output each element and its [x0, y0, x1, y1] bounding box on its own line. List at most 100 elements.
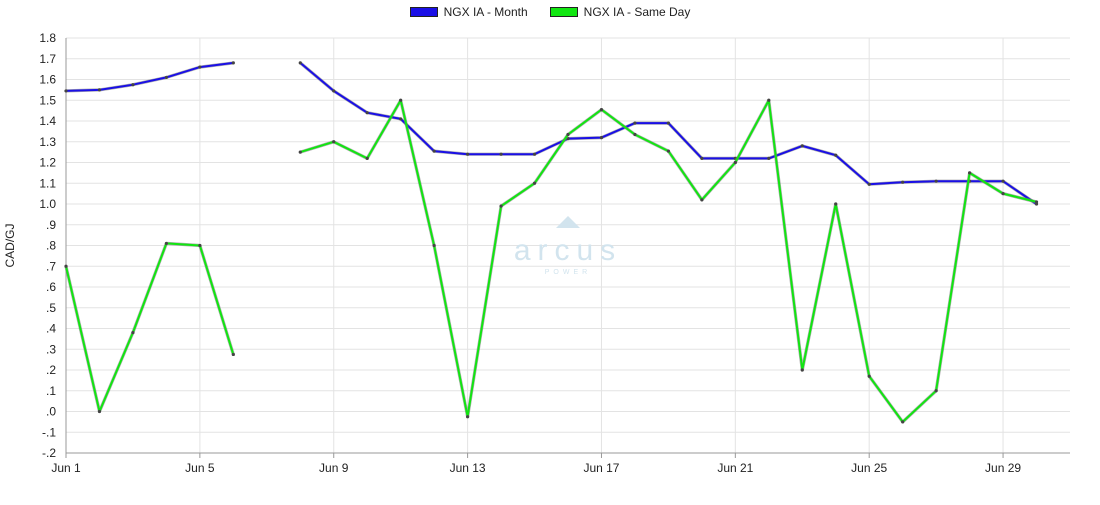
series-2-point [599, 107, 604, 112]
series-2-point [1001, 192, 1005, 196]
y-tick-label: 1.2 [39, 156, 56, 170]
y-tick-label: .3 [46, 342, 56, 356]
series-2-point [800, 368, 804, 372]
y-tick-label: .2 [46, 363, 56, 377]
y-tick-label: .7 [46, 259, 56, 273]
y-tick-label: 1.1 [39, 176, 56, 190]
y-tick-label: .4 [46, 322, 56, 336]
y-tick-label: -.2 [42, 446, 56, 460]
series-2-point [566, 132, 570, 137]
series-line-1 [65, 61, 234, 92]
series-1-point [432, 149, 436, 153]
series-2-point [934, 389, 938, 393]
series-2-point [466, 415, 470, 419]
series-1-point [131, 83, 135, 87]
x-tick-label: Jun 17 [583, 461, 619, 475]
series-2-point [968, 171, 972, 175]
series-1-point [700, 156, 704, 160]
series-1-point [64, 89, 68, 93]
series-2-point [666, 149, 671, 153]
y-tick-label: .9 [46, 218, 56, 232]
series-2-point [1034, 200, 1039, 204]
x-tick-label: Jun 13 [450, 461, 486, 475]
series-2-point [97, 409, 102, 414]
x-tick-label: Jun 21 [717, 461, 753, 475]
series-1-point [399, 117, 403, 121]
series-2-point [298, 150, 302, 154]
series-2-point [867, 374, 871, 378]
y-tick-label: .1 [46, 384, 56, 398]
series-2-point [64, 264, 68, 268]
y-tick-label: .5 [46, 301, 56, 315]
series-1-point [633, 121, 637, 125]
series-2-point [432, 243, 436, 248]
legend-item[interactable]: NGX IA - Same Day [549, 5, 691, 19]
y-tick-label: 1.4 [39, 114, 56, 128]
y-tick-label: 1.6 [39, 73, 56, 87]
series-line-2 [65, 242, 235, 413]
series-2-point [499, 204, 503, 208]
series-1-point [198, 65, 202, 69]
y-tick-label: .8 [46, 239, 56, 253]
series-1-point [298, 61, 302, 65]
watermark-brand: arcus [514, 234, 622, 267]
watermark-logo-icon [556, 216, 580, 228]
legend: NGX IA - Month NGX IA - Same Day [0, 5, 1100, 19]
x-tick-label: Jun 29 [985, 461, 1021, 475]
legend-swatch [549, 7, 578, 17]
series-1-point [164, 75, 168, 80]
series-2-point [198, 243, 202, 248]
series-2-point [365, 156, 369, 160]
legend-item[interactable]: NGX IA - Month [409, 5, 528, 19]
series-2-point [901, 420, 905, 424]
series-2-point [399, 98, 403, 102]
series-1-point [365, 111, 369, 115]
y-tick-label: .0 [46, 405, 56, 419]
y-tick-label: 1.0 [39, 197, 56, 211]
legend-label: NGX IA - Month [443, 5, 528, 19]
series-2-point [834, 202, 838, 206]
series-1-point [332, 89, 336, 93]
series-1-point [1001, 179, 1005, 183]
x-tick-label: Jun 5 [185, 461, 215, 475]
series-1-point [666, 121, 671, 125]
watermark-tagline: POWER [545, 269, 591, 276]
x-tick-label: Jun 1 [51, 461, 81, 475]
y-tick-label: 1.7 [39, 52, 56, 66]
series-2-point [332, 140, 336, 144]
x-tick-label: Jun 9 [319, 461, 349, 475]
series-1-point [599, 136, 604, 140]
series-2-point [700, 198, 704, 202]
series-1-point [499, 152, 503, 156]
series-1-point [934, 179, 938, 183]
y-tick-label: 1.5 [39, 93, 56, 107]
series-1-point [901, 180, 905, 184]
legend-swatch [409, 7, 438, 17]
y-tick-label: 1.8 [39, 31, 56, 45]
legend-label: NGX IA - Same Day [583, 5, 691, 19]
series-2-point [532, 181, 537, 185]
x-tick-label: Jun 25 [851, 461, 887, 475]
series-1-point [532, 152, 537, 156]
series-1-point [231, 61, 235, 65]
y-tick-label: .6 [46, 280, 56, 294]
y-axis-label: CAD/GJ [3, 223, 17, 267]
series-1-point [466, 152, 470, 156]
series-1-point [800, 144, 804, 148]
series-1-point [867, 182, 871, 186]
series-2-point [164, 241, 168, 246]
series-2-point [733, 160, 737, 165]
series-2-point [767, 98, 771, 102]
y-tick-label: 1.3 [39, 135, 56, 149]
series-2-point [131, 331, 135, 335]
y-tick-label: -.1 [42, 425, 56, 439]
series-2-point [231, 352, 235, 357]
series-1-point [97, 88, 102, 92]
series-1-point [834, 153, 838, 157]
series-line-shadow [299, 98, 1037, 424]
series-line-shadow [64, 241, 235, 414]
series-2-point [633, 132, 637, 137]
series-1-point [767, 156, 771, 160]
